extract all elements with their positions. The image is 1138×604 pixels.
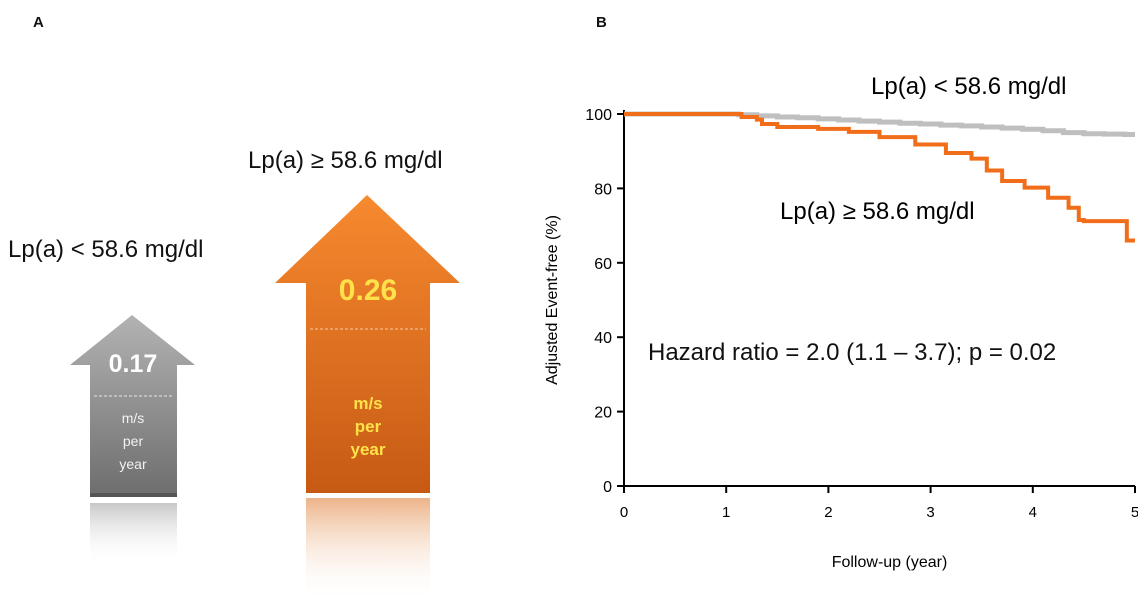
- x-axis-title: Follow-up (year): [832, 554, 948, 571]
- high-unit-line-2: per: [355, 417, 382, 436]
- x-tick-label: 0: [620, 504, 628, 521]
- high-arrow-reflection: [306, 498, 430, 603]
- y-tick-label: 60: [594, 256, 612, 273]
- low-unit-line-3: year: [119, 456, 147, 472]
- high-arrow-shape: [275, 195, 460, 493]
- high-group-label: Lp(a) ≥ 58.6 mg/dl: [248, 147, 443, 174]
- low-arrow: 0.17 m/s per year: [70, 315, 195, 565]
- y-tick-label: 100: [585, 107, 612, 124]
- low-unit-line-1: m/s: [122, 410, 145, 426]
- y-tick-label: 0: [603, 479, 612, 496]
- high-value: 0.26: [339, 274, 397, 307]
- y-tick-label: 40: [594, 330, 612, 347]
- hazard-ratio-annotation: Hazard ratio = 2.0 (1.1 – 3.7); p = 0.02: [648, 339, 1057, 366]
- low-unit-line-2: per: [123, 433, 144, 449]
- series-label-low: Lp(a) < 58.6 mg/dl: [871, 73, 1066, 100]
- low-value: 0.17: [109, 350, 158, 378]
- x-tick-label: 2: [824, 504, 832, 521]
- y-tick-label: 20: [594, 405, 612, 422]
- y-axis-title: Adjusted Event-free (%): [544, 215, 561, 385]
- panel-b-label: B: [596, 14, 607, 31]
- x-tick-label: 5: [1131, 504, 1138, 521]
- high-unit-line-1: m/s: [353, 394, 382, 413]
- x-tick-label: 3: [926, 504, 934, 521]
- low-arrow-reflection: [90, 503, 177, 565]
- x-tick-label: 4: [1029, 504, 1037, 521]
- high-unit-line-3: year: [351, 440, 386, 459]
- series-line-low: [624, 111, 1135, 137]
- x-tick-label: 1: [722, 504, 730, 521]
- low-arrow-shape: [70, 315, 195, 495]
- low-group-label: Lp(a) < 58.6 mg/dl: [8, 236, 204, 263]
- series-line-high: [624, 112, 1135, 243]
- panel-a-label: A: [33, 14, 44, 31]
- y-tick-label: 80: [594, 181, 612, 198]
- high-arrow: 0.26 m/s per year: [275, 195, 460, 603]
- series-label-high: Lp(a) ≥ 58.6 mg/dl: [780, 198, 975, 225]
- arrow-comparison: 0.17 m/s per year 0.26 m/s per year: [70, 195, 460, 603]
